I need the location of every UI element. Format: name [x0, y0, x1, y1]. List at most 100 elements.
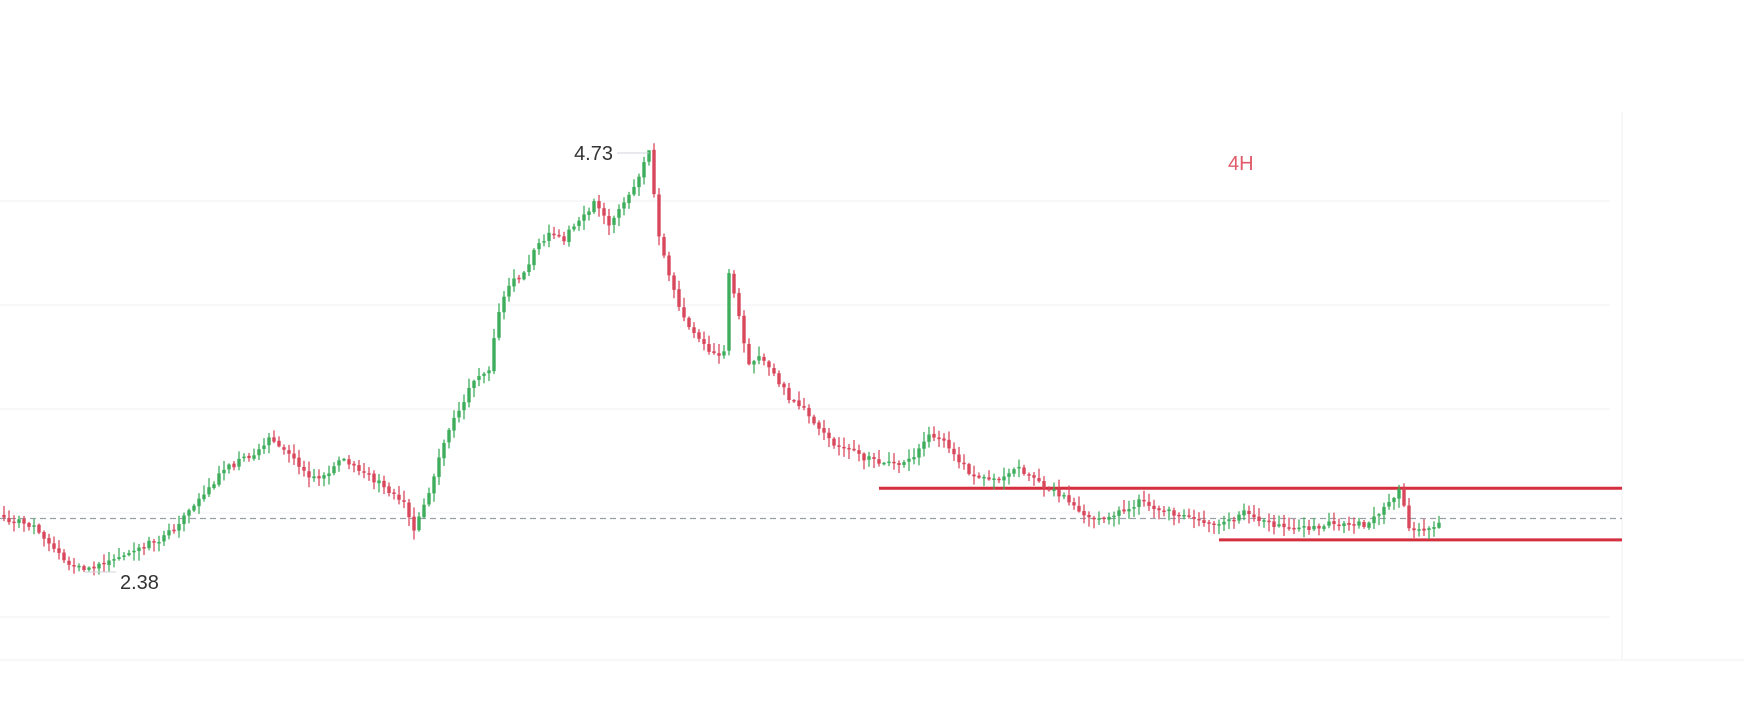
- candle-body-7: [37, 524, 41, 533]
- candle-body-213: [1067, 495, 1071, 503]
- candle-body-82: [412, 516, 416, 531]
- candle-body-56: [282, 447, 286, 450]
- candle-body-95: [477, 376, 481, 380]
- candle-body-130: [652, 149, 656, 195]
- candle-body-196: [982, 476, 986, 479]
- candle-body-98: [492, 338, 496, 372]
- candle-body-2: [12, 521, 16, 524]
- candle-body-223: [1117, 510, 1121, 516]
- candle-body-35: [177, 524, 181, 531]
- candle-body-287: [1437, 522, 1441, 528]
- candle-body-3: [17, 519, 21, 524]
- candle-body-101: [507, 285, 511, 297]
- candle-body-258: [1292, 527, 1296, 530]
- candle-body-164: [822, 428, 826, 433]
- candle-body-49: [247, 455, 251, 459]
- candle-body-78: [392, 492, 396, 494]
- candle-body-124: [622, 202, 626, 209]
- candle-body-263: [1317, 525, 1321, 529]
- candle-body-123: [617, 209, 621, 218]
- candle-body-16: [82, 566, 86, 570]
- candle-body-100: [502, 296, 506, 313]
- candle-body-147: [737, 293, 741, 317]
- candle-body-274: [1372, 516, 1376, 524]
- candle-body-218: [1092, 517, 1096, 520]
- candle-body-193: [967, 464, 971, 474]
- candle-body-9: [47, 538, 51, 544]
- candle-body-53: [267, 437, 271, 446]
- candle-body-285: [1427, 528, 1431, 530]
- candle-body-175: [877, 459, 881, 464]
- candle-body-57: [287, 450, 291, 454]
- candle-body-238: [1192, 517, 1196, 519]
- candle-body-15: [77, 565, 81, 568]
- candle-body-73: [367, 473, 371, 475]
- candle-body-85: [427, 493, 431, 505]
- candle-body-265: [1327, 521, 1331, 526]
- candle-body-142: [712, 351, 716, 354]
- candle-body-75: [377, 480, 381, 484]
- candle-body-284: [1422, 528, 1426, 531]
- candle-body-219: [1097, 518, 1101, 520]
- candle-body-97: [487, 370, 491, 374]
- candle-body-51: [257, 449, 261, 456]
- candle-body-160: [802, 406, 806, 408]
- candle-body-254: [1272, 521, 1276, 527]
- candle-body-204: [1022, 467, 1026, 474]
- candle-body-54: [272, 437, 276, 442]
- candle-body-105: [527, 264, 531, 273]
- candle-body-260: [1302, 526, 1306, 528]
- candle-body-81: [407, 502, 411, 518]
- candle-body-234: [1172, 510, 1176, 516]
- candles: [2, 143, 1441, 576]
- candle-body-181: [907, 458, 911, 462]
- candle-body-157: [787, 388, 791, 401]
- candle-body-229: [1147, 501, 1151, 506]
- candle-body-191: [957, 454, 961, 463]
- candle-body-41: [207, 487, 211, 495]
- candle-body-266: [1332, 521, 1336, 525]
- candle-body-14: [72, 565, 76, 567]
- candle-body-239: [1197, 518, 1201, 521]
- candle-body-236: [1182, 514, 1186, 517]
- candle-body-37: [187, 510, 191, 516]
- candle-body-245: [1227, 519, 1231, 522]
- candle-body-138: [692, 327, 696, 333]
- candle-body-44: [222, 469, 226, 474]
- candle-body-110: [552, 233, 556, 236]
- candle-body-264: [1322, 526, 1326, 529]
- candle-body-102: [512, 278, 516, 287]
- candle-body-65: [327, 473, 331, 477]
- candle-body-64: [322, 475, 326, 479]
- candle-body-74: [372, 473, 376, 483]
- candle-body-187: [937, 437, 941, 440]
- candle-body-210: [1052, 489, 1056, 491]
- candle-body-273: [1367, 522, 1371, 528]
- candle-body-33: [167, 530, 171, 536]
- candle-body-277: [1387, 502, 1391, 507]
- candle-body-227: [1137, 499, 1141, 507]
- candle-body-145: [727, 273, 731, 351]
- candle-body-104: [522, 272, 526, 280]
- candle-body-244: [1222, 521, 1226, 525]
- candle-body-243: [1217, 524, 1221, 526]
- low-price-label: 2.38: [120, 572, 159, 594]
- candle-body-166: [832, 438, 836, 446]
- candle-body-72: [362, 471, 366, 473]
- candle-body-68: [342, 458, 346, 461]
- candle-body-240: [1202, 520, 1206, 523]
- candle-body-279: [1397, 488, 1401, 499]
- candle-body-22: [112, 559, 116, 561]
- candle-body-153: [767, 361, 771, 368]
- candle-body-120: [602, 208, 606, 216]
- candle-body-143: [717, 353, 721, 356]
- candle-body-167: [837, 445, 841, 447]
- candle-body-19: [97, 563, 101, 569]
- candle-body-215: [1077, 505, 1081, 512]
- candle-body-149: [747, 343, 751, 365]
- candle-body-59: [297, 457, 301, 467]
- candle-body-170: [852, 448, 856, 451]
- candle-body-214: [1072, 502, 1076, 506]
- candle-body-250: [1252, 514, 1256, 518]
